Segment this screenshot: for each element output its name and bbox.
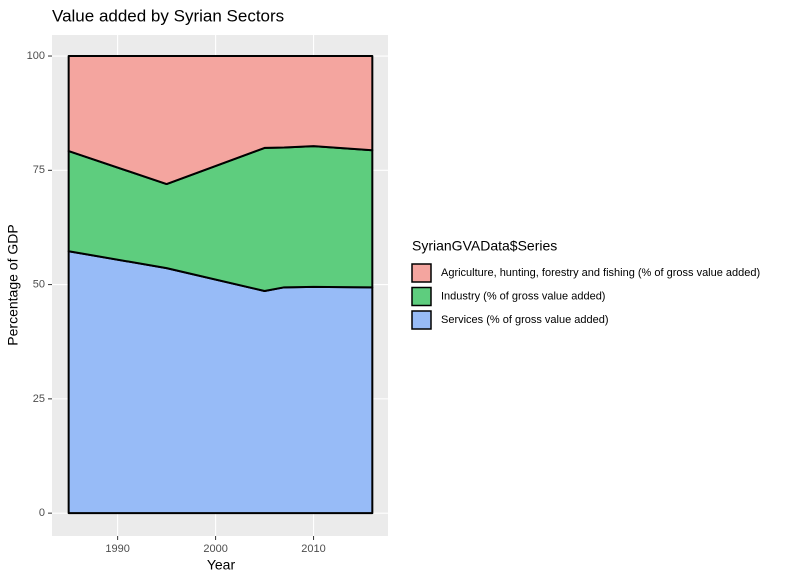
area <box>67 250 374 515</box>
y-tick-label: 75 <box>33 164 45 176</box>
legend-label: Services (% of gross value added) <box>441 314 609 326</box>
y-axis-label: Percentage of GDP <box>5 224 21 345</box>
x-tick-label: 1990 <box>105 543 129 555</box>
y-tick-label: 100 <box>27 50 45 62</box>
legend-label: Industry (% of gross value added) <box>441 290 605 302</box>
chart-title: Value added by Syrian Sectors <box>52 6 284 25</box>
x-tick-label: 2010 <box>301 543 325 555</box>
legend-key <box>411 263 432 283</box>
area <box>67 55 374 186</box>
y-tick-label: 50 <box>33 278 45 290</box>
x-tick-label: 2000 <box>203 543 227 555</box>
x-axis-label: Year <box>207 557 236 573</box>
legend-key <box>411 286 432 307</box>
legend-title: SyrianGVAData$Series <box>412 238 557 254</box>
legend-key <box>411 310 432 330</box>
legend-label: Agriculture, hunting, forestry and fishi… <box>441 267 760 279</box>
y-tick-label: 25 <box>33 393 45 405</box>
y-tick-label: 0 <box>39 507 45 519</box>
